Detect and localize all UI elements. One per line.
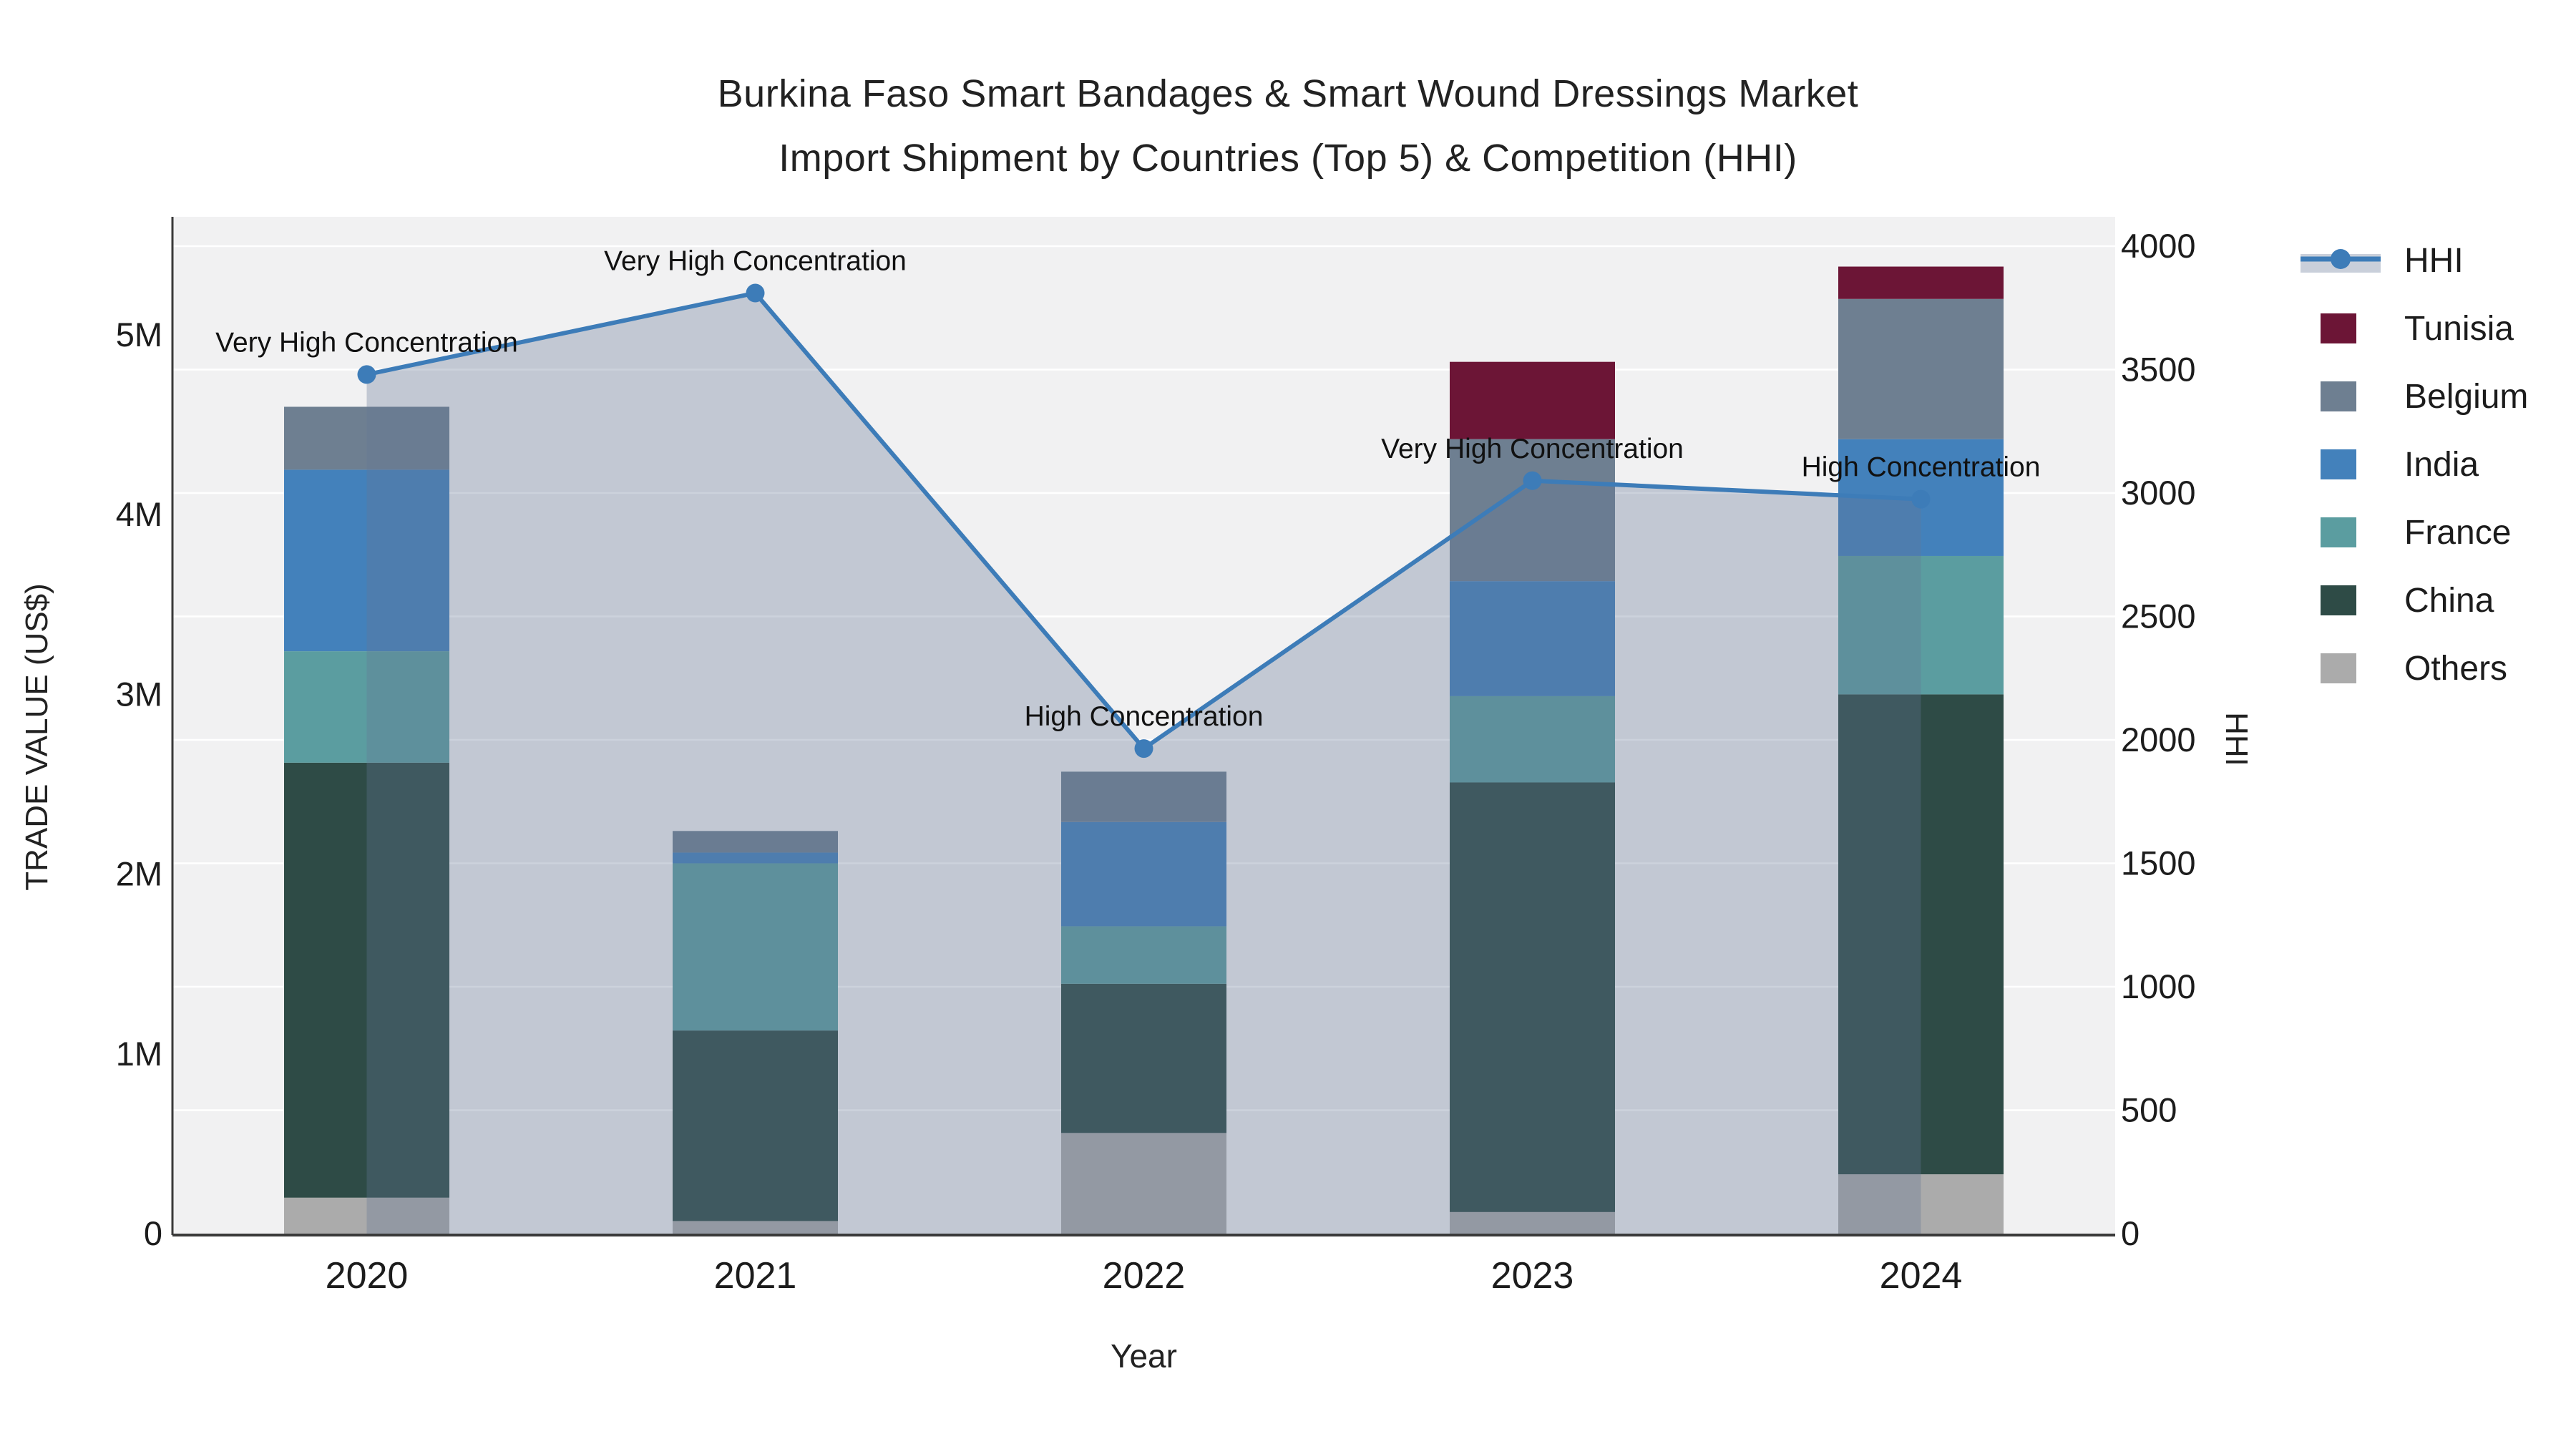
- legend-label-france: France: [2404, 514, 2511, 552]
- y-left-tick-5M: 5M: [116, 316, 162, 353]
- y-axis-left-title: TRADE VALUE (US$): [19, 583, 54, 891]
- hhi-marker-2022: [1134, 739, 1153, 758]
- annotation-2023: Very High Concentration: [1381, 434, 1684, 464]
- x-tick-2023: 2023: [1491, 1255, 1574, 1297]
- chart-title-line1: Burkina Faso Smart Bandages & Smart Woun…: [717, 72, 1859, 115]
- legend-item-belgium[interactable]: Belgium: [2321, 378, 2528, 416]
- legend-label-india: India: [2404, 446, 2479, 484]
- bar-segment-2022-india: [1061, 821, 1226, 927]
- y-right-tick-3500: 3500: [2121, 351, 2196, 389]
- y-left-tick-4M: 4M: [116, 495, 162, 533]
- bar-segment-2024-tunisia: [1838, 266, 2004, 299]
- y-left-tick-0: 0: [144, 1214, 162, 1252]
- bar-segment-2023-india: [1450, 581, 1615, 696]
- annotation-2022: High Concentration: [1025, 701, 1264, 732]
- hhi-marker-2023: [1523, 471, 1542, 490]
- bar-segment-2022-others: [1061, 1133, 1226, 1234]
- y-left-tick-3M: 3M: [116, 675, 162, 713]
- legend-item-india[interactable]: India: [2321, 446, 2479, 484]
- legend-swatch-others: [2321, 653, 2356, 683]
- legend-swatch-tunisia: [2321, 313, 2356, 343]
- y-right-tick-500: 500: [2121, 1091, 2177, 1129]
- legend-swatch-india: [2321, 449, 2356, 479]
- bar-segment-2021-belgium: [673, 831, 838, 853]
- y-right-tick-4000: 4000: [2121, 227, 2196, 265]
- bar-segment-2021-france: [673, 863, 838, 1031]
- bar-segment-2023-tunisia: [1450, 361, 1615, 439]
- bar-segment-2024-belgium: [1838, 298, 2004, 439]
- x-tick-2020: 2020: [326, 1255, 409, 1297]
- legend-item-tunisia[interactable]: Tunisia: [2321, 310, 2514, 348]
- legend-label-hhi: HHI: [2404, 242, 2464, 280]
- x-axis-title: Year: [1111, 1337, 1177, 1375]
- legend-item-others[interactable]: Others: [2321, 650, 2507, 688]
- bar-segment-2020-china: [284, 762, 449, 1198]
- bar-segment-2020-france: [284, 651, 449, 763]
- legend-swatch-china: [2321, 585, 2356, 615]
- y-right-tick-3000: 3000: [2121, 474, 2196, 512]
- hhi-marker-2024: [1911, 489, 1931, 509]
- bar-segment-2021-others: [673, 1221, 838, 1234]
- hhi-marker-2021: [746, 283, 765, 303]
- y-right-tick-2000: 2000: [2121, 721, 2196, 758]
- bar-segment-2020-belgium: [284, 406, 449, 470]
- y-axis-right-title: HHI: [2219, 712, 2254, 766]
- legend-item-france[interactable]: France: [2321, 514, 2511, 552]
- chart-title-line2: Import Shipment by Countries (Top 5) & C…: [779, 137, 1797, 180]
- y-right-tick-0: 0: [2121, 1214, 2140, 1252]
- hhi-area-fill: [366, 293, 1921, 1234]
- bar-segment-2023-belgium: [1450, 439, 1615, 582]
- bar-segment-2023-france: [1450, 696, 1615, 783]
- bar-segment-2021-china: [673, 1030, 838, 1221]
- bar-segment-2022-belgium: [1061, 771, 1226, 822]
- annotation-2020: Very High Concentration: [215, 327, 518, 358]
- x-tick-2024: 2024: [1880, 1255, 1963, 1297]
- bar-segment-2024-china: [1838, 694, 2004, 1175]
- x-tick-2021: 2021: [714, 1255, 797, 1297]
- bar-segment-2022-france: [1061, 926, 1226, 984]
- legend-label-others: Others: [2404, 650, 2507, 688]
- legend-label-tunisia: Tunisia: [2404, 310, 2514, 348]
- bar-segment-2021-india: [673, 852, 838, 864]
- legend-item-china[interactable]: China: [2321, 582, 2494, 620]
- legend-hhi-marker-icon: [2331, 249, 2351, 269]
- legend-label-china: China: [2404, 582, 2494, 620]
- bar-segment-2023-china: [1450, 782, 1615, 1212]
- bar-segment-2022-china: [1061, 983, 1226, 1133]
- y-right-tick-1000: 1000: [2121, 967, 2196, 1005]
- bar-segment-2023-others: [1450, 1211, 1615, 1234]
- hhi-marker-2020: [357, 365, 376, 384]
- legend-item-hhi[interactable]: HHI: [2301, 242, 2464, 280]
- y-right-tick-1500: 1500: [2121, 844, 2196, 882]
- x-tick-2022: 2022: [1103, 1255, 1186, 1297]
- legend-label-belgium: Belgium: [2404, 378, 2528, 416]
- y-left-tick-1M: 1M: [116, 1035, 162, 1073]
- annotation-2021: Very High Concentration: [604, 246, 907, 277]
- legend-swatch-belgium: [2321, 381, 2356, 411]
- y-right-tick-2500: 2500: [2121, 597, 2196, 635]
- bar-segment-2024-others: [1838, 1174, 2004, 1234]
- legend-swatch-france: [2321, 517, 2356, 547]
- annotation-2024: High Concentration: [1802, 452, 2041, 483]
- bar-segment-2024-france: [1838, 555, 2004, 695]
- bar-segment-2020-india: [284, 469, 449, 652]
- bar-segment-2020-others: [284, 1197, 449, 1234]
- y-left-tick-2M: 2M: [116, 855, 162, 893]
